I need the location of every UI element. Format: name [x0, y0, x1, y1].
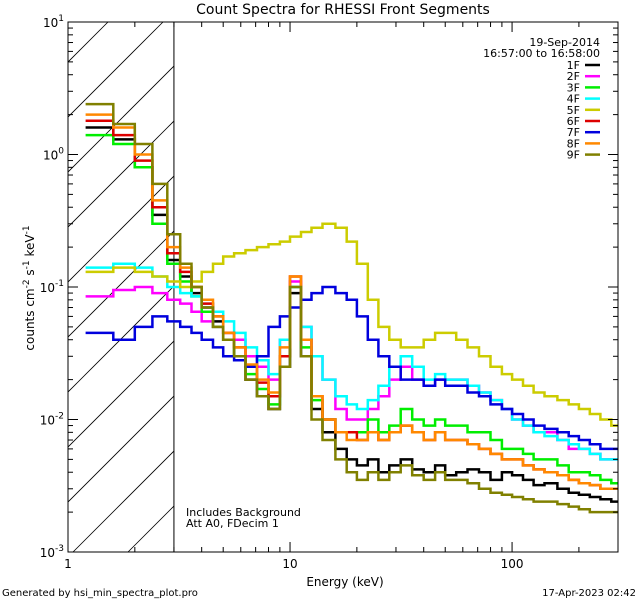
legend-label-8f: 8F — [567, 137, 580, 150]
hatch-line — [68, 22, 164, 118]
legend: 19-Sep-2014 16:57:00 to 16:58:00 1F2F3F4… — [483, 36, 600, 162]
legend-label-1f: 1F — [567, 59, 580, 72]
legend-label-6f: 6F — [567, 115, 580, 128]
y-tick-label: 10-1 — [40, 279, 64, 295]
footer-timestamp: 17-Apr-2023 02:42 — [542, 588, 636, 599]
chart-title: Count Spectra for RHESSI Front Segments — [196, 2, 490, 18]
series-group — [85, 102, 618, 514]
y-tick-label: 101 — [43, 14, 64, 30]
hatch-line — [72, 450, 174, 552]
x-tick-label: 10 — [282, 557, 297, 571]
series-line-7f — [85, 285, 618, 451]
y-axis-label: counts cm-2 s-1 keV-1 — [22, 225, 37, 350]
tick-marks — [67, 21, 619, 553]
hatch-line — [68, 230, 174, 338]
x-tick-label: 100 — [501, 557, 524, 571]
y-tick-label: 10-3 — [40, 544, 64, 560]
series-line-9f — [85, 102, 618, 514]
svg-text:counts cm-2 s-1 keV-1: counts cm-2 s-1 keV-1 — [22, 225, 37, 350]
annotation-attenuator: Att A0, FDecim 1 — [186, 517, 279, 530]
legend-time-range: 16:57:00 to 16:58:00 — [483, 47, 600, 60]
legend-label-4f: 4F — [567, 93, 580, 106]
series-line-8f — [85, 113, 618, 491]
legend-label-3f: 3F — [567, 81, 580, 94]
x-axis-label: Energy (keV) — [306, 575, 383, 589]
hatch-line — [68, 395, 174, 503]
legend-label-9f: 9F — [567, 149, 580, 162]
legend-date: 19-Sep-2014 — [529, 36, 600, 49]
y-tick-label: 100 — [43, 147, 64, 163]
x-tick-label: 1 — [64, 557, 72, 571]
hatch-line — [68, 65, 174, 173]
x-tick-labels: 1 10 100 — [64, 557, 523, 571]
annotation-background: Includes Background — [186, 506, 301, 519]
y-tick-label: 10-2 — [40, 412, 64, 428]
footer-generated-by: Generated by hsi_min_spectra_plot.pro — [2, 588, 198, 599]
legend-label-2f: 2F — [567, 70, 580, 83]
legend-label-5f: 5F — [567, 104, 580, 117]
legend-label-7f: 7F — [567, 126, 580, 139]
series-line-5f — [85, 222, 618, 427]
y-tick-labels: 101 100 10-1 10-2 10-3 — [40, 14, 65, 560]
